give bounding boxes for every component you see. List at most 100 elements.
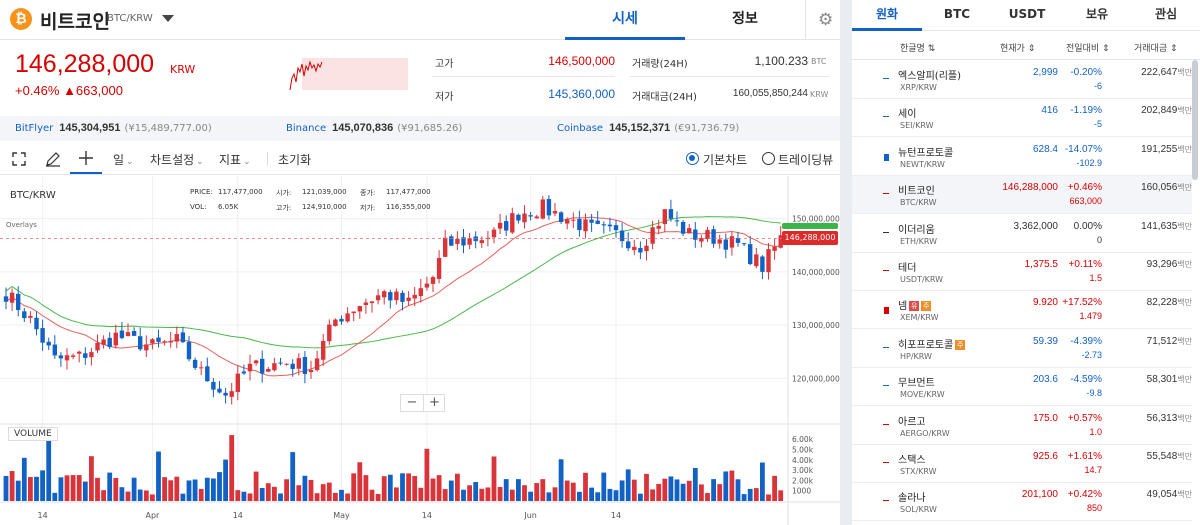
volume-bar [387,474,393,501]
coin-row[interactable]: 아르고 AERGO/KRW 175.0 +0.57% 1.0 56,313백만 [852,407,1192,445]
coin-name: 뉴턴프로토콜 [898,147,954,159]
chart-mini-icon [883,270,889,271]
fullscreen-icon[interactable] [12,152,26,166]
coin-pair: USDT/KRW [900,275,944,284]
coin-row[interactable]: 뉴턴프로토콜 NEWT/KRW 628.4 -14.07% -102.9 191,255백… [852,138,1192,176]
chart-mini-icon [883,116,889,118]
volume-bar [211,478,216,501]
chart-mini-icon [883,78,889,79]
indicators-select[interactable]: 지표 ⌄ [219,153,251,167]
col-volume[interactable]: 거래대금 ⇕ [1134,44,1178,54]
candle-body [430,277,436,284]
tab-krw[interactable]: 원화 [852,0,922,31]
interval-select[interactable]: 일 ⌄ [113,153,134,167]
reset-button[interactable]: 초기화 [278,153,312,167]
coin-row[interactable]: 넴 유 주 XEM/KRW 9.920 +17.52% 1.479 82,228백만 [852,291,1192,330]
vol-tick-label: 3.00k [792,466,814,475]
legend-open-label: 시가: [276,189,292,197]
volume-bar [705,493,710,501]
candle-body [546,199,552,216]
coin-price: 416 [1041,105,1058,117]
tab-favorites[interactable]: 관심 [1154,7,1178,21]
chart-title: BTC/KRW [10,190,56,201]
gear-icon[interactable]: ⚙ [818,10,834,30]
candle-body [217,388,222,393]
x-tick-label: Jun [523,511,537,520]
crosshair-icon[interactable] [70,145,102,174]
current-price-tag: 146,288,000 [782,231,838,246]
candle-body [479,240,484,244]
tab-usdt[interactable]: USDT [1008,7,1046,21]
volume-bar [168,480,174,501]
candle-body [741,243,747,245]
coin-volume: 56,313백만 [1146,412,1192,424]
coin-row[interactable]: 비트코인 BTC/KRW 146,288,000 +0.46% 663,000 160,0… [852,176,1192,215]
candle-body [363,302,369,306]
coin-row[interactable]: 이더리움 ETH/KRW 3,362,000 0.00% 0 141,635백만 [852,215,1192,253]
chart-mini-icon [883,385,889,387]
volume-bar [485,487,491,501]
volume-bar [235,490,241,501]
badge: 주 [921,301,932,312]
col-name[interactable]: 한글명 ⇅ [900,44,936,54]
legend-close: 117,477,000 [386,188,431,196]
volume-bar [247,493,253,501]
col-change[interactable]: 전일대비 ⇕ [1066,44,1110,54]
tab-price[interactable]: 시세 [565,0,685,40]
volume-bar [448,480,454,501]
chart-toolbar: 일 ⌄ 차트설정 ⌄ 지표 ⌄ 초기화 기본차트 트레이딩뷰 [0,145,840,175]
coin-row[interactable]: 스택스 STX/KRW 925.6 +1.61% 14.7 55,548백만 [852,445,1192,483]
pencil-icon[interactable] [45,151,61,167]
coin-row[interactable]: 히포프로토콜 주 HP/KRW 59.39 -4.39% -2.73 71,512백만 [852,330,1192,368]
zoom-out-button[interactable]: − [406,395,418,410]
volume24h-value: 1,100.233 [754,54,808,68]
candle-body [211,381,216,390]
basic-chart-radio[interactable] [686,152,699,165]
candle-body [333,319,338,326]
volume-bar [662,478,668,501]
coin-row[interactable]: 엑스알피(리플) XRP/KRW 2,999 -0.20% -6 222,647백만 [852,61,1192,99]
tab-holdings[interactable]: 보유 [1085,7,1109,21]
candle-body [601,224,606,226]
low-value: 145,360,000 [548,87,615,101]
candle-body [619,230,625,242]
coin-row[interactable]: 무브먼트 MOVE/KRW 203.6 -4.59% -9.8 58,301백만 [852,368,1192,407]
volume-bar [375,494,381,501]
coin-select-chevron-down-icon[interactable] [162,15,174,22]
coin-name: 스택스 [898,455,926,466]
volume-bar [40,470,45,501]
candlestick-chart[interactable]: 150,000,000 140,000,000 130,000,000 120,000… [0,176,840,525]
legend-close-label: 종가: [360,189,376,197]
volume-bar [223,459,228,501]
volume-bar [491,456,497,501]
tab-btc[interactable]: BTC [943,7,971,21]
volume-bar [656,483,662,501]
coin-change-rate: +17.52% [1062,297,1102,309]
ma-long-line [5,216,781,349]
volume-bar [21,457,27,501]
volume-bar [52,492,58,501]
x-tick-label: 14 [611,511,621,520]
candle-body [3,296,9,302]
scrollbar[interactable] [1192,60,1198,180]
volume-bar [430,478,436,501]
candle-body [46,341,51,346]
basic-chart-label: 기본차트 [703,153,748,167]
tab-info[interactable]: 정보 [732,11,758,27]
volume-bar [64,475,70,501]
coin-row[interactable]: 세이 SEI/KRW 416 -1.19% -5 202,849백만 [852,99,1192,138]
overlays-label[interactable]: Overlays [6,221,37,229]
coin-row[interactable]: 테더 USDT/KRW 1,375.5 +0.11% 1.5 93,296백만 [852,253,1192,291]
volume-bar [113,477,119,501]
candle-body [272,363,277,371]
coin-change-rate: +0.11% [1068,259,1102,270]
volume-bar [265,483,271,501]
zoom-in-button[interactable]: + [423,395,445,411]
coin-row[interactable]: 솔라나 SOL/KRW 201,100 +0.42% 850 49,054백만 [852,483,1192,522]
candle-body [9,292,15,303]
col-price[interactable]: 현재가 ⇕ [1000,44,1036,54]
chart-settings-select[interactable]: 차트설정 ⌄ [150,153,204,167]
volume24h-label: 거래량(24H) [632,59,688,70]
tradingview-radio[interactable] [762,152,775,165]
candle-body [375,295,381,301]
